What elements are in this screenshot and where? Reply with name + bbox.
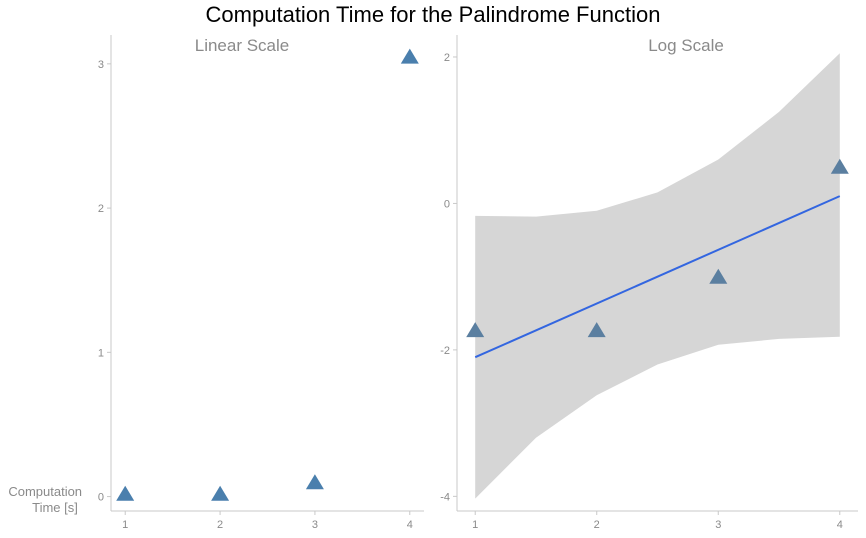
x-tick-label: 1 [122,519,128,531]
data-point-triangle [211,485,230,501]
data-point-triangle [466,322,485,338]
y-tick-label: 0 [444,198,450,210]
chart-title: Computation Time for the Palindrome Func… [206,2,661,27]
x-tick-label: 1 [472,519,478,531]
data-point-triangle [400,48,419,64]
x-tick-label: 4 [407,519,413,531]
y-axis-label-line-1: Computation [8,484,82,499]
y-axis-label: Computation Time [s] [8,484,85,515]
x-tick-label: 3 [715,519,721,531]
data-point-triangle [116,485,135,501]
y-tick-label: 2 [444,52,450,64]
y-axis-label-line-2: Time [s] [32,500,78,515]
data-point-triangle [709,268,728,284]
y-tick-label: 3 [98,59,104,71]
linear-scale-panel: Linear Scale 0 1 2 3 1 2 3 4 [98,35,424,531]
y-tick-label: 1 [98,347,104,359]
fit-line [474,195,841,359]
data-point-triangle [830,158,849,174]
x-tick-label: 3 [312,519,318,531]
data-point-triangle [305,474,324,490]
x-tick-label: 2 [217,519,223,531]
panel-title: Log Scale [648,36,724,55]
x-tick-label: 4 [837,519,843,531]
y-tick-label: -2 [440,345,450,357]
data-point-triangle [587,322,606,338]
y-tick-label: 0 [98,492,104,504]
y-tick-label: 2 [98,203,104,215]
y-tick-label: -4 [440,491,450,503]
x-tick-label: 2 [594,519,600,531]
log-scale-panel: Log Scale 2 0 -2 -4 1 2 3 4 [440,35,858,531]
panel-title: Linear Scale [195,36,290,55]
